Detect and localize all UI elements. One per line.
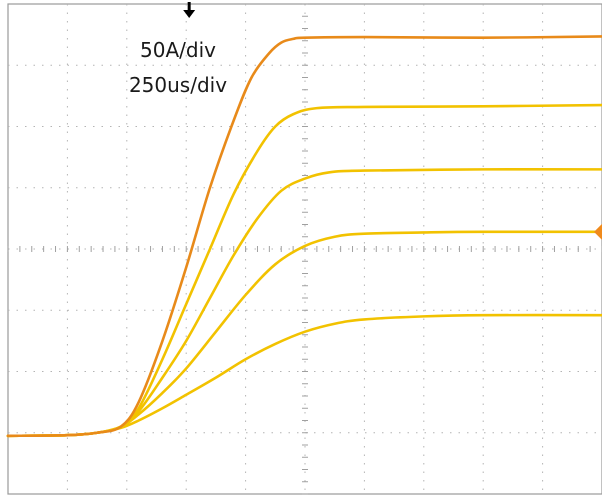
trace-line-1	[6, 35, 602, 438]
level-marker-icon	[594, 223, 602, 240]
traces	[6, 35, 602, 438]
markers	[183, 2, 602, 240]
grid	[7, 3, 602, 495]
horizontal-scale-label: 250us/div	[129, 73, 227, 97]
vertical-scale-label: 50A/div	[140, 38, 216, 62]
trigger-marker-icon	[183, 2, 196, 18]
